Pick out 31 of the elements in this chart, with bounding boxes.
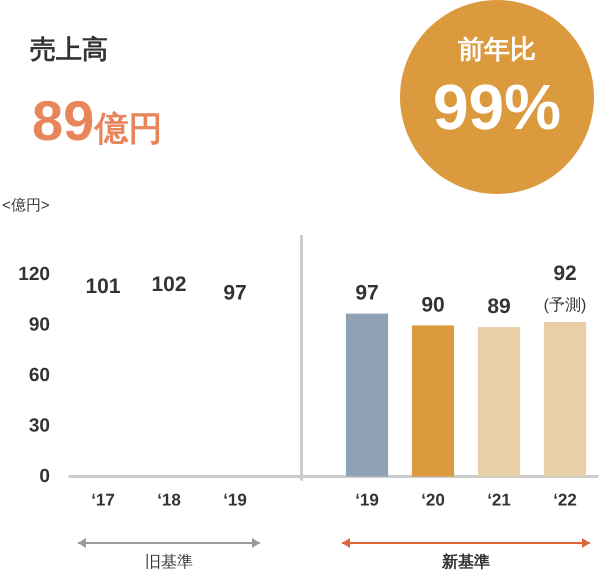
text: 97	[223, 282, 247, 305]
text: 新基準	[440, 552, 491, 573]
text: 旧基準	[144, 552, 194, 573]
data-label: 89	[487, 295, 511, 318]
bar	[412, 325, 454, 477]
data-label: 90	[421, 293, 445, 316]
y-tick-label: 30	[28, 415, 50, 436]
bar	[478, 327, 520, 477]
y-tick-label: 60	[28, 365, 50, 386]
data-label: 97	[355, 282, 379, 305]
y-axis-title: <億円>	[2, 196, 50, 215]
chart-title: 売上高	[30, 33, 108, 66]
annotation: (予測)	[544, 296, 586, 314]
text: 102	[151, 273, 187, 296]
x-tick-label: ‘19	[223, 490, 247, 510]
x-tick-label: ‘19	[355, 490, 379, 510]
x-tick-label: ‘17	[91, 490, 115, 510]
y-tick-label: 120	[18, 264, 50, 286]
x-tick-label: ‘21	[487, 490, 511, 510]
y-tick-label: 90	[28, 314, 50, 336]
bar	[346, 314, 388, 477]
bar	[544, 322, 586, 477]
text: 99%	[432, 70, 562, 145]
x-tick-label: ‘18	[157, 490, 181, 510]
text: 101	[85, 274, 121, 298]
data-label: 92	[553, 262, 577, 286]
x-tick-label: ‘20	[421, 490, 445, 510]
x-tick-label: ‘22	[553, 490, 577, 510]
text: 前年比	[457, 33, 537, 66]
y-tick-label: 0	[39, 466, 50, 487]
chart-subtitle: 89億円	[32, 89, 162, 152]
